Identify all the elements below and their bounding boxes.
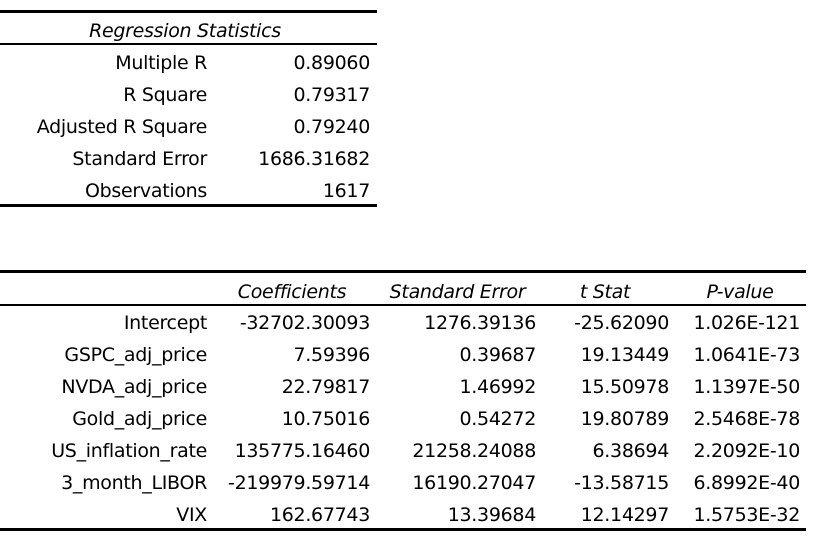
coef-row-standard-error: 16190.27047 — [412, 472, 536, 494]
coef-row-label: US_inflation_rate — [51, 440, 207, 462]
stats-label-r-square: R Square — [123, 84, 207, 106]
coef-top-rule — [0, 270, 806, 273]
coef-header-p-value: P-value — [706, 281, 774, 303]
coef-row-standard-error: 0.39687 — [459, 344, 537, 366]
coef-row-t-stat: -13.58715 — [574, 472, 669, 494]
coef-row-standard-error: 21258.24088 — [412, 440, 536, 462]
coef-row-p-value: 6.8992E-40 — [693, 472, 800, 494]
coef-row-label: VIX — [176, 504, 207, 526]
coef-row-standard-error: 1276.39136 — [424, 312, 536, 334]
coef-bottom-rule — [0, 528, 806, 531]
coef-row-t-stat: -25.62090 — [574, 312, 669, 334]
stats-bottom-rule — [0, 204, 377, 207]
coef-row-p-value: 1.1397E-50 — [693, 376, 800, 398]
coef-row-t-stat: 6.38694 — [592, 440, 670, 462]
coef-row-label: Gold_adj_price — [72, 408, 207, 430]
stats-value-r-square: 0.79317 — [293, 84, 371, 106]
coef-row-coefficient: 7.59396 — [293, 344, 371, 366]
stats-value-observations: 1617 — [322, 180, 370, 202]
coef-row-label: GSPC_adj_price — [64, 344, 207, 366]
coef-header-t-stat: t Stat — [579, 281, 631, 303]
stats-label-adjusted-r-square: Adjusted R Square — [36, 116, 208, 138]
stats-label-multiple-r: Multiple R — [115, 52, 207, 74]
coef-row-p-value: 1.0641E-73 — [693, 344, 800, 366]
coef-header-coefficients: Coefficients — [237, 281, 347, 303]
stats-value-multiple-r: 0.89060 — [293, 52, 371, 74]
coef-row-label: 3_month_LIBOR — [61, 472, 207, 494]
coef-row-coefficient: -32702.30093 — [239, 312, 370, 334]
coef-row-p-value: 2.2092E-10 — [693, 440, 800, 462]
stats-label-standard-error: Standard Error — [72, 148, 207, 170]
coef-row-p-value: 2.5468E-78 — [693, 408, 800, 430]
coef-row-t-stat: 19.13449 — [580, 344, 670, 366]
coef-header-standard-error: Standard Error — [389, 281, 526, 303]
coef-row-coefficient: 10.75016 — [281, 408, 371, 430]
coef-row-t-stat: 19.80789 — [580, 408, 670, 430]
stats-value-standard-error: 1686.31682 — [258, 148, 370, 170]
coef-row-label: Intercept — [123, 312, 207, 334]
stats-value-adjusted-r-square: 0.79240 — [293, 116, 371, 138]
coef-row-coefficient: -219979.59714 — [228, 472, 370, 494]
coef-header-rule — [0, 304, 806, 306]
coef-row-coefficient: 135775.16460 — [234, 440, 371, 462]
stats-title: Regression Statistics — [89, 20, 281, 42]
coef-row-standard-error: 0.54272 — [459, 408, 537, 430]
coef-row-standard-error: 1.46992 — [459, 376, 537, 398]
stats-label-observations: Observations — [85, 180, 207, 202]
coef-row-p-value: 1.026E-121 — [693, 312, 800, 334]
stats-top-rule — [0, 10, 377, 13]
stats-title-rule — [0, 43, 377, 45]
coef-row-p-value: 1.5753E-32 — [693, 504, 800, 526]
coef-row-t-stat: 12.14297 — [580, 504, 670, 526]
coef-row-coefficient: 162.67743 — [269, 504, 370, 526]
coef-row-t-stat: 15.50978 — [580, 376, 670, 398]
coef-row-standard-error: 13.39684 — [447, 504, 537, 526]
coef-row-coefficient: 22.79817 — [281, 376, 371, 398]
coef-row-label: NVDA_adj_price — [61, 376, 207, 398]
